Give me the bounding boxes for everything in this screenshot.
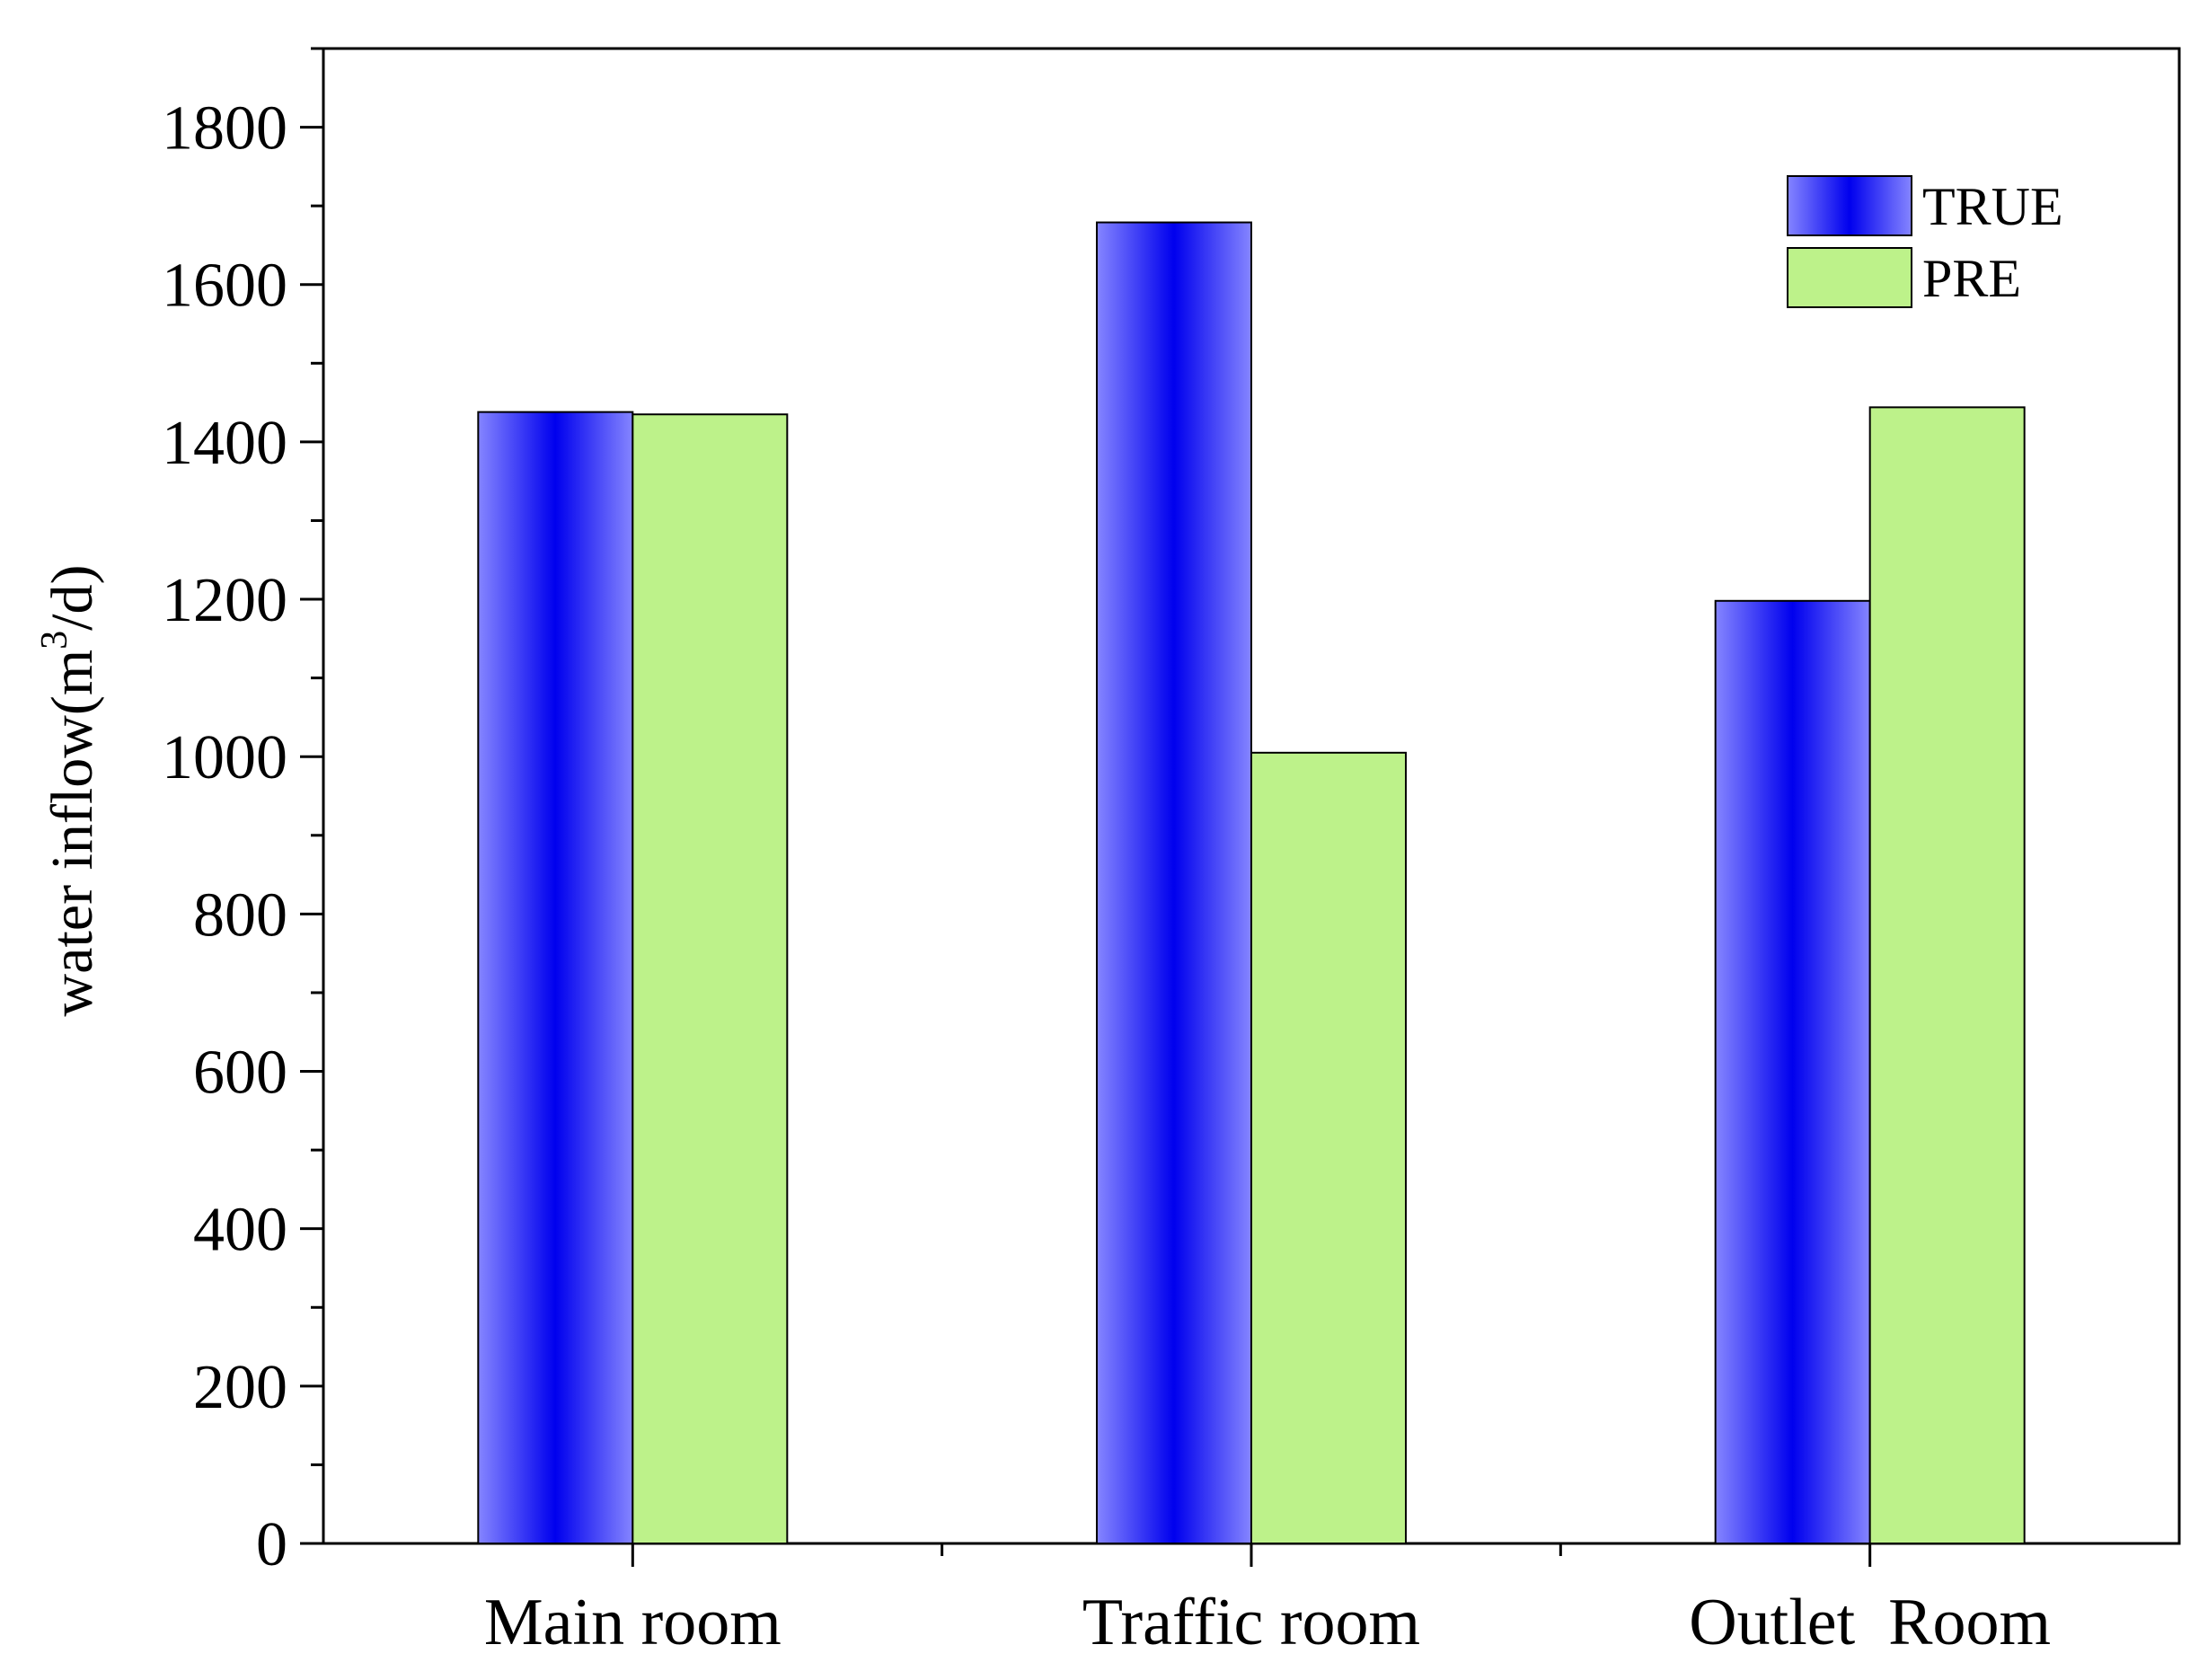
y-tick-label: 600 [193,1039,287,1108]
legend-swatch-true [1787,175,1912,236]
y-tick-label: 800 [193,880,287,950]
bar-true [1096,221,1252,1545]
y-tick-label: 0 [256,1510,287,1579]
y-axis-title-main: water inflow(m [40,650,105,1017]
bar-pre [1868,406,2026,1544]
bar-pre [1250,751,1407,1544]
y-tick-label: 1000 [162,723,287,792]
x-category-label: Outlet Room [1689,1586,2051,1659]
legend-swatch-pre [1787,247,1912,308]
y-axis-title-superscript: 3 [34,631,75,650]
y-tick-label: 1800 [162,94,287,164]
y-tick-label: 400 [193,1196,287,1265]
y-tick-label: 1600 [162,252,287,321]
y-tick-label: 1200 [162,566,287,635]
bar-pre [631,413,789,1545]
y-axis-title-tail: /d) [40,564,105,630]
legend-label-pre: PRE [1922,249,2021,308]
bar-true [477,411,634,1544]
y-tick-label: 200 [193,1353,287,1422]
x-category-label: Main room [484,1586,782,1659]
bar-true [1714,599,1871,1544]
legend-label-true: TRUE [1922,177,2063,236]
x-category-label: Traffic room [1082,1586,1420,1659]
y-tick-label: 1400 [162,409,287,478]
y-axis-title: water inflow(m3/d) [34,564,105,1016]
